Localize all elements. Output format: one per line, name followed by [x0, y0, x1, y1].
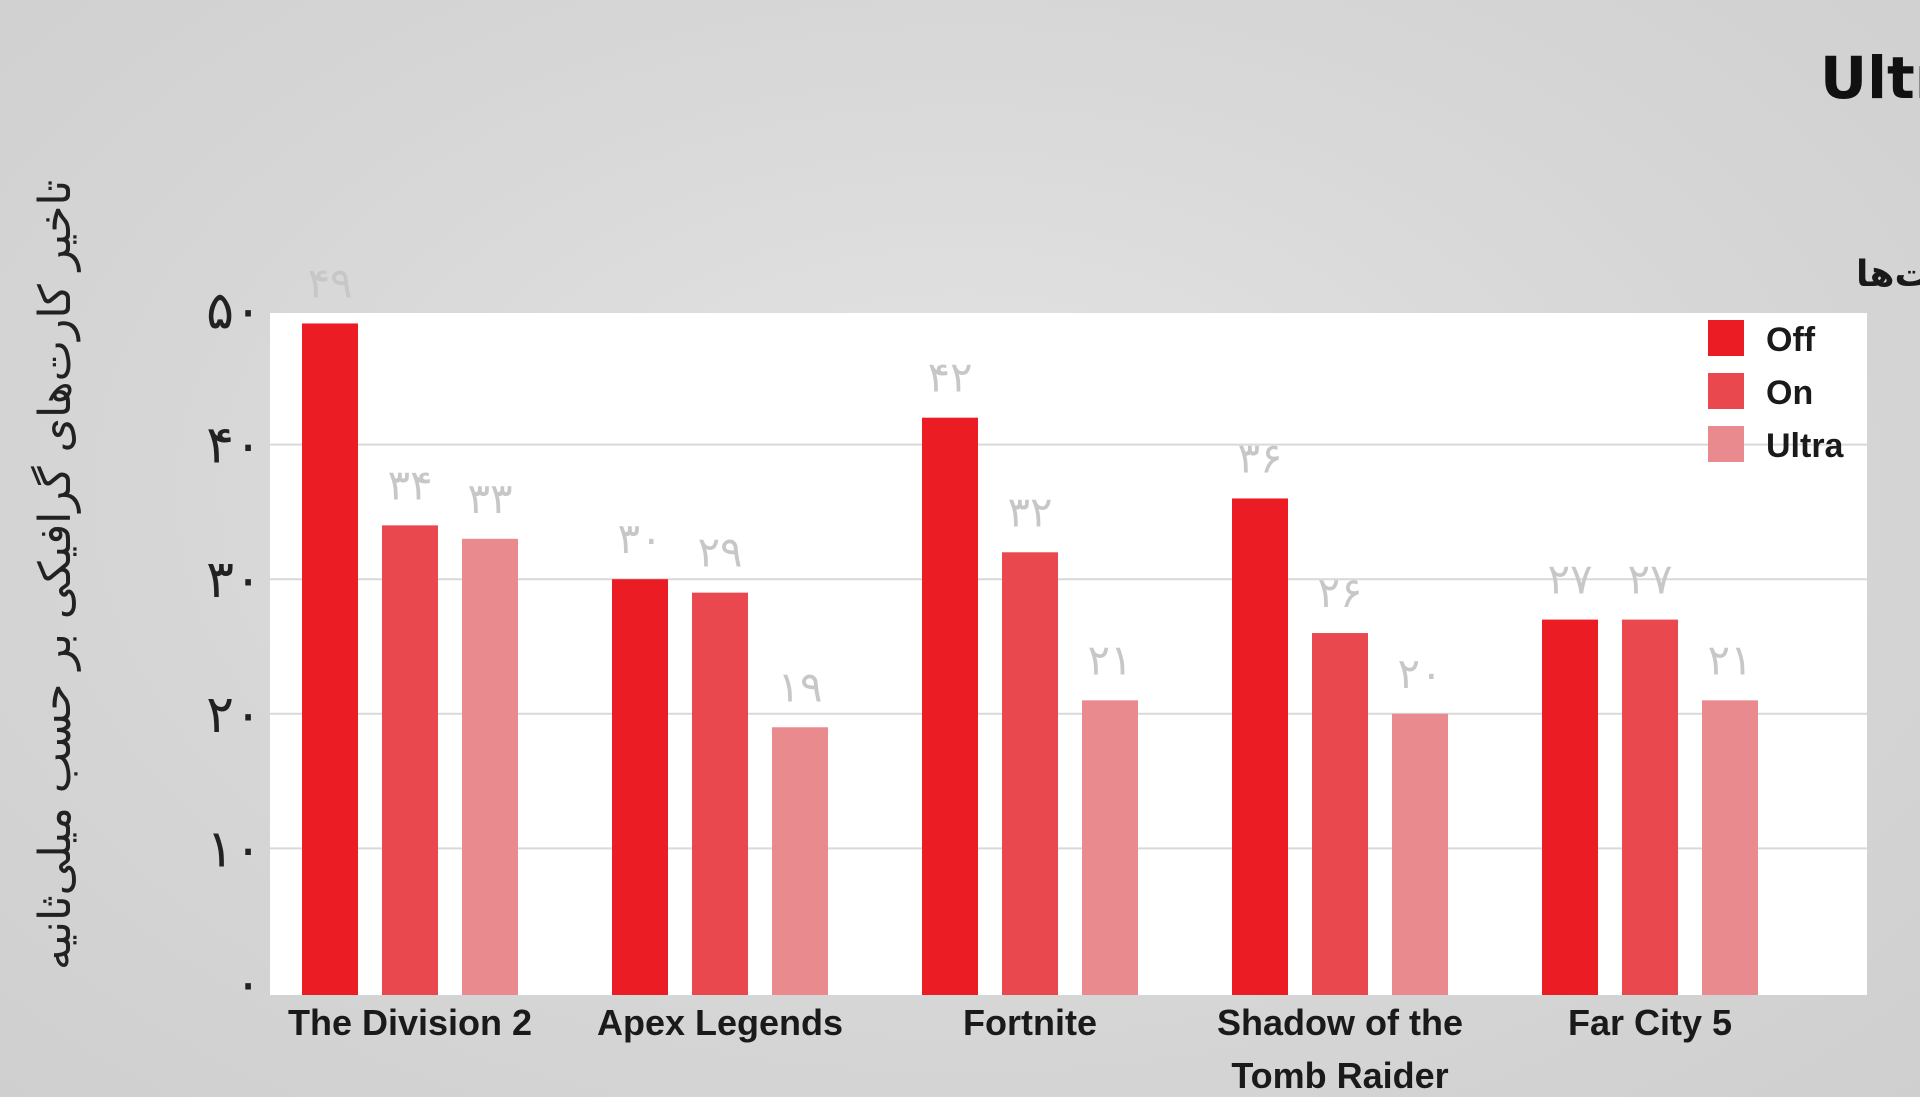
bar-ultra-4	[1702, 700, 1758, 995]
legend-title: حالت‌ها	[1856, 254, 1920, 295]
y-tick-label: ۴۰	[206, 416, 262, 476]
y-tick-label: ۲۰	[206, 685, 262, 745]
bar-on-4	[1622, 619, 1678, 995]
grid-lines	[270, 443, 1867, 850]
bar-off-1	[612, 579, 668, 995]
y-axis-ticks: ۰ ۱۰ ۲۰ ۳۰ ۴۰ ۵۰	[206, 281, 262, 1014]
plot-area	[270, 313, 1867, 995]
x-tick-label: Apex Legends	[597, 1002, 843, 1043]
data-label-on-0: ۳۴	[387, 460, 432, 509]
y-tick-label: ۵۰	[206, 281, 262, 341]
bar-on-0	[382, 525, 438, 995]
data-label-off-4: ۲۷	[1547, 555, 1592, 604]
legend-swatch-off	[1708, 320, 1744, 356]
data-label-on-3: ۲۶	[1317, 568, 1362, 617]
y-tick-label: ۰	[234, 954, 262, 1014]
x-axis-ticks: The Division 2 Apex Legends Fortnite Shadow…	[288, 1002, 1732, 1096]
bar-off-3	[1232, 498, 1288, 995]
bars	[302, 323, 1758, 996]
x-tick-label: Far City 5	[1568, 1002, 1732, 1043]
data-label-on-4: ۲۷	[1627, 555, 1672, 604]
bar-ultra-1	[772, 727, 828, 995]
y-tick-label: ۳۰	[206, 550, 262, 610]
chart-title: تست زمان تاخیر در حالت‌های مختلف Ultra-L…	[1820, 44, 1920, 113]
bar-off-0	[302, 323, 358, 996]
x-tick-label: The Division 2	[288, 1002, 532, 1043]
y-axis-label: تاخیر کارت‌های گرافیکی بر حسب میلی‌ثانیه	[30, 180, 81, 970]
data-labels: ۴۹ ۳۰ ۴۲ ۳۶ ۲۷ ۳۴ ۲۹ ۳۲ ۲۶ ۲۷ ۳۳ ۱۹ ۲۱ ۲۰ ۲۱	[307, 258, 1752, 711]
bar-on-2	[1002, 552, 1058, 995]
legend-label-ultra: Ultra	[1766, 427, 1845, 465]
data-label-ultra-0: ۳۳	[467, 474, 512, 523]
bar-off-4	[1542, 619, 1598, 995]
legend-label-on: On	[1766, 374, 1813, 412]
data-label-ultra-4: ۲۱	[1707, 635, 1752, 684]
bar-on-3	[1312, 633, 1368, 995]
x-tick-label: Fortnite	[963, 1002, 1097, 1043]
x-tick-label: Tomb Raider	[1231, 1055, 1448, 1096]
legend-swatch-ultra	[1708, 426, 1744, 462]
data-label-on-2: ۳۲	[1007, 487, 1052, 536]
legend: حالت‌ها Off On Ultra	[1708, 254, 1920, 465]
data-label-off-2: ۴۲	[927, 353, 972, 402]
legend-swatch-on	[1708, 373, 1744, 409]
y-tick-label: ۱۰	[206, 819, 262, 879]
data-label-off-1: ۳۰	[617, 514, 662, 563]
data-label-on-1: ۲۹	[697, 528, 742, 577]
bar-on-1	[692, 592, 748, 995]
x-tick-label: Shadow of the	[1217, 1002, 1463, 1043]
data-label-off-0: ۴۹	[307, 258, 352, 307]
data-label-ultra-1: ۱۹	[777, 662, 822, 711]
bar-ultra-3	[1392, 713, 1448, 995]
data-label-ultra-2: ۲۱	[1087, 635, 1132, 684]
legend-label-off: Off	[1766, 321, 1816, 359]
bar-ultra-2	[1082, 700, 1138, 995]
bar-off-2	[922, 417, 978, 995]
data-label-off-3: ۳۶	[1237, 433, 1282, 482]
bar-ultra-0	[462, 538, 518, 995]
data-label-ultra-3: ۲۰	[1397, 649, 1442, 698]
